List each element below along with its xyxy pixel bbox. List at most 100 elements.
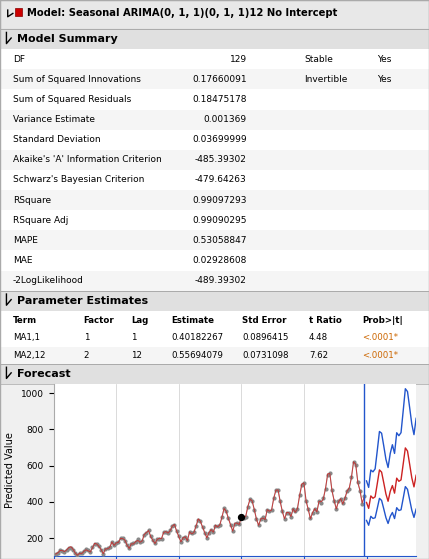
Text: 0.001369: 0.001369 [203,115,247,124]
Text: 1: 1 [84,333,89,343]
Point [240,513,247,522]
Text: Variance Estimate: Variance Estimate [13,115,95,124]
Point [314,508,320,517]
Point [63,546,70,555]
Point [158,534,165,543]
Point [117,534,124,543]
Text: Forecast: Forecast [17,369,71,379]
Point [134,535,141,544]
Point [354,478,361,487]
Point [344,486,350,495]
Point [119,534,126,543]
Point [238,513,245,522]
Point [147,532,154,541]
Point [82,544,89,553]
Point [290,504,296,513]
Point [236,520,243,529]
Point [145,526,152,535]
Text: 7.62: 7.62 [309,350,328,360]
Point [106,543,113,552]
Point [208,526,214,535]
Point [320,494,327,503]
Point [339,499,346,508]
Point [275,485,281,494]
Point [171,520,178,529]
Text: Schwarz's Bayesian Criterion: Schwarz's Bayesian Criterion [13,176,144,184]
Point [279,507,286,516]
Point [184,536,191,544]
Point [59,547,66,556]
Point [326,468,333,477]
Text: RSquare Adj: RSquare Adj [13,216,68,225]
Point [169,522,176,531]
Text: Term: Term [13,315,37,325]
Text: 0.0731098: 0.0731098 [242,350,289,360]
Point [102,544,109,553]
Point [180,533,187,542]
Point [294,504,301,513]
Point [229,527,236,536]
Text: Yes: Yes [378,75,392,84]
Point [309,509,316,518]
Point [78,549,85,558]
Point [311,505,318,514]
Bar [0,210,429,230]
Text: 0.18475178: 0.18475178 [192,95,247,104]
Point [124,541,130,549]
Bar [0,69,429,89]
Text: Sum of Squared Innovations: Sum of Squared Innovations [13,75,141,84]
Point [260,513,266,522]
Point [165,528,172,537]
Bar [15,8,22,16]
Point [76,548,83,557]
Point [341,494,348,503]
Point [100,549,107,558]
Text: Invertible: Invertible [305,75,348,84]
Point [109,538,115,547]
Text: MA1,1: MA1,1 [13,333,40,343]
Point [247,495,254,504]
Text: MA2,12: MA2,12 [13,350,45,360]
Point [356,486,363,495]
Point [67,543,74,552]
Point [264,505,271,514]
Text: MAE: MAE [13,256,32,265]
Point [203,533,210,542]
Point [115,538,122,547]
Point [346,484,353,493]
Bar [0,329,429,347]
Point [333,504,340,513]
Point [87,547,94,556]
Point [190,528,197,537]
Bar [0,230,429,250]
Point [154,535,160,544]
Text: 0.17660091: 0.17660091 [192,75,247,84]
Point [352,460,359,469]
Point [335,496,342,505]
Bar [0,150,429,170]
Bar [0,311,429,329]
Point [238,513,245,522]
Text: 0.40182267: 0.40182267 [172,333,224,343]
Point [281,515,288,524]
Point [359,499,366,508]
Point [227,520,234,529]
Point [156,534,163,543]
Text: Estimate: Estimate [172,315,214,325]
Text: 0.0896415: 0.0896415 [242,333,289,343]
Text: 0.03699999: 0.03699999 [192,135,247,144]
Text: 12: 12 [131,350,142,360]
Point [195,515,202,524]
Text: -479.64263: -479.64263 [195,176,247,184]
Point [113,539,120,548]
Point [85,546,91,555]
Point [214,521,221,530]
Point [270,494,277,503]
Bar [0,364,429,384]
Point [305,505,312,514]
Point [266,507,273,516]
Text: 0.99097293: 0.99097293 [192,196,247,205]
Text: RSquare: RSquare [13,196,51,205]
Text: 2: 2 [84,350,89,360]
Point [272,486,279,495]
